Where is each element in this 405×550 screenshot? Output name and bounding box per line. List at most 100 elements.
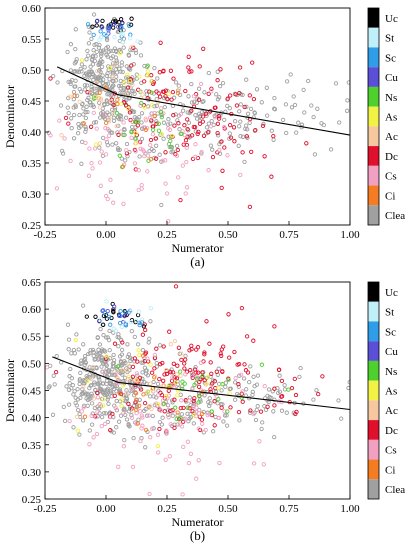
data-point-clear: [69, 351, 74, 356]
data-point-clear: [117, 354, 123, 359]
data-point-dc: [181, 405, 186, 411]
data-point-cu: [95, 18, 100, 23]
data-point-ac: [106, 116, 112, 121]
data-point-clear: [120, 90, 125, 96]
data-point-cs: [166, 415, 171, 420]
data-point-clear: [103, 362, 108, 367]
data-point-clear: [177, 127, 182, 132]
data-point-clear: [50, 412, 56, 417]
data-point-dc: [168, 68, 174, 73]
data-point-cs: [130, 464, 136, 470]
data-point-ns: [209, 409, 214, 414]
data-point-ac: [95, 68, 100, 74]
legend-swatch-uc: [368, 282, 379, 302]
data-point-clear: [79, 62, 85, 67]
data-point-dc: [216, 114, 221, 119]
data-point-as: [148, 362, 153, 367]
data-point-clear: [73, 395, 78, 400]
data-point-clear: [77, 432, 82, 437]
data-point-clear: [111, 360, 116, 366]
data-point-clear: [114, 49, 119, 54]
data-point-clear: [237, 109, 242, 114]
data-point-clear: [82, 353, 88, 359]
data-point-cs: [180, 492, 185, 497]
data-point-clear: [272, 107, 278, 112]
data-point-dc: [165, 97, 170, 102]
data-point-cs: [184, 185, 190, 190]
data-point-clear: [136, 114, 142, 120]
data-point-clear: [77, 86, 82, 92]
data-point-dc: [153, 156, 159, 161]
data-point-sc: [91, 32, 96, 38]
data-point-clear: [72, 69, 77, 74]
data-point-ci: [134, 407, 139, 412]
data-point-cs: [132, 161, 138, 166]
data-point-ac: [98, 96, 103, 101]
data-point-dc: [243, 368, 249, 373]
data-point-ns: [145, 63, 150, 68]
data-point-cs: [134, 371, 139, 376]
data-point-dc: [132, 356, 137, 361]
data-point-dc: [153, 136, 158, 141]
data-point-as: [79, 58, 85, 63]
data-point-clear: [191, 421, 196, 426]
data-point-clear: [101, 332, 106, 338]
data-point-as: [205, 374, 211, 380]
data-point-clear: [60, 151, 66, 156]
data-point-dc: [197, 121, 203, 126]
data-point-clear: [97, 145, 102, 150]
data-point-as: [142, 105, 147, 110]
data-point-clear: [83, 110, 88, 115]
data-point-st: [121, 31, 126, 37]
data-point-clear: [51, 73, 56, 79]
data-point-st: [119, 31, 124, 36]
data-point-as: [191, 412, 197, 418]
data-point-cs: [239, 372, 244, 377]
data-point-clear: [83, 115, 89, 121]
data-point-dc: [244, 134, 249, 139]
data-point-cs: [99, 149, 104, 154]
data-point-as: [107, 65, 113, 70]
data-point-clear: [259, 426, 264, 432]
data-point-dc: [231, 125, 237, 130]
data-point-dc: [149, 73, 154, 78]
y-axis-title: Denominator: [3, 85, 17, 148]
data-point-dc: [292, 376, 297, 382]
data-point-clear: [215, 133, 221, 138]
data-point-clear: [85, 403, 90, 408]
data-point-dc: [181, 419, 186, 424]
data-point-cs: [183, 191, 188, 196]
data-point-st: [128, 320, 133, 325]
data-point-ac: [108, 99, 114, 105]
data-point-cs: [129, 135, 134, 140]
data-point-cs: [54, 186, 60, 191]
data-point-clear: [74, 69, 80, 74]
data-point-clear: [114, 141, 119, 146]
data-point-cs: [98, 183, 103, 188]
data-point-clear: [92, 380, 97, 385]
data-point-dc: [154, 121, 159, 126]
data-point-clear: [88, 100, 93, 105]
data-point-clear: [244, 387, 249, 392]
data-point-cs: [217, 147, 222, 153]
data-point-dc: [260, 123, 266, 129]
data-point-cs: [106, 133, 112, 138]
data-point-ci: [81, 121, 86, 126]
data-point-clear: [86, 41, 92, 46]
data-point-clear: [206, 121, 211, 126]
data-point-cs: [154, 401, 159, 406]
data-point-cs: [81, 405, 86, 410]
data-point-clear: [79, 392, 84, 397]
data-point-clear: [144, 89, 149, 94]
data-point-dc: [175, 363, 180, 368]
legend-colorbar: Uc St Sc Cu Ns As Ac Dc Cs Ci Clear: [367, 281, 405, 500]
legend-label: Sc: [385, 326, 396, 338]
data-point-cs: [103, 421, 108, 427]
legend-label: As: [385, 386, 397, 398]
data-point-cs: [198, 360, 204, 365]
data-point-clear: [247, 379, 252, 385]
data-point-ac: [114, 123, 119, 129]
data-point-clear: [227, 131, 232, 136]
data-point-clear: [221, 419, 226, 424]
data-point-clear: [111, 118, 117, 123]
